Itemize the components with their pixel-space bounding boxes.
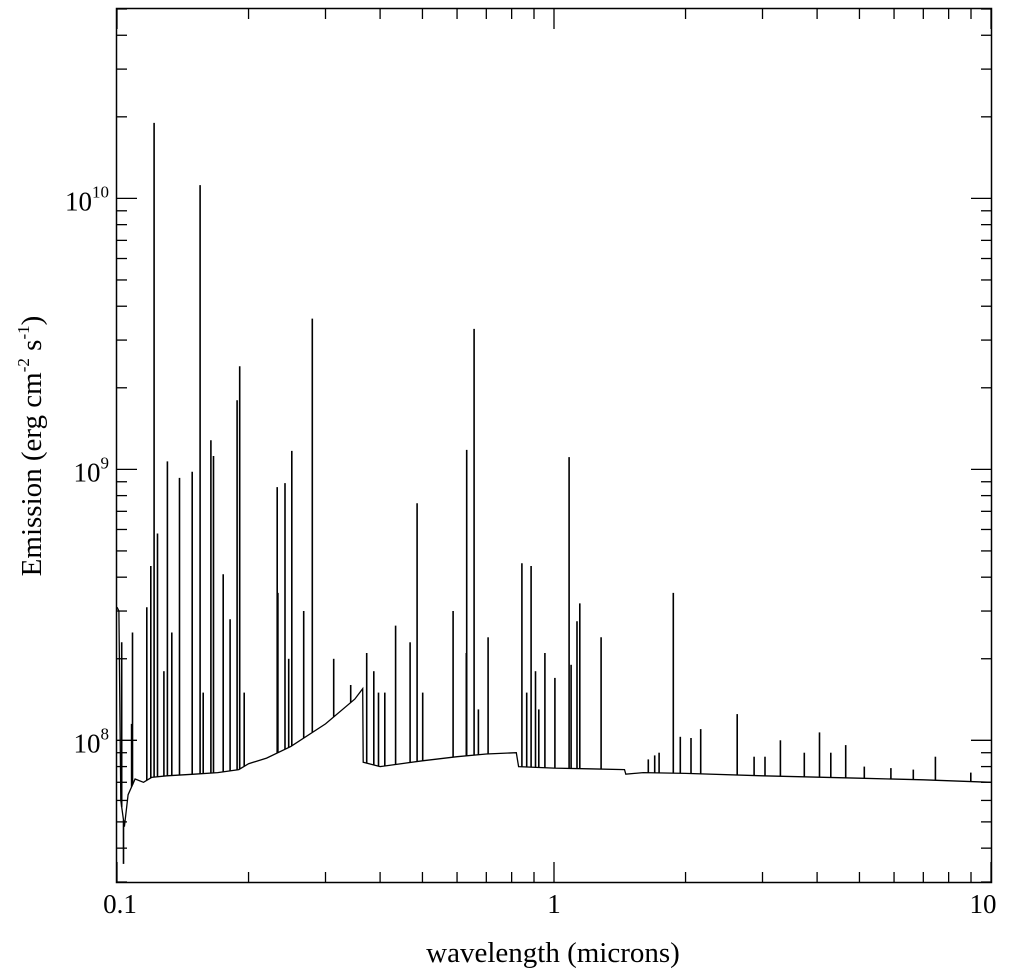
- y-tick-exponent: 10: [92, 182, 109, 201]
- x-tick-label: 10: [970, 889, 997, 919]
- y-tick-base: 10: [74, 457, 101, 487]
- y-tick-label: 109: [74, 453, 110, 487]
- y-tick-label: 1010: [65, 182, 109, 216]
- spectrum-layer: [116, 122, 992, 864]
- spectrum-continuum: [116, 606, 992, 827]
- x-axis-title: wavelength (microns): [426, 937, 680, 969]
- y-tick-base: 10: [74, 728, 101, 758]
- y-tick-exponent: 8: [101, 724, 110, 743]
- y-tick-base: 10: [65, 186, 92, 216]
- y-tick-label: 108: [74, 724, 110, 758]
- x-tick-label: 0.1: [103, 889, 137, 919]
- tick-layer: [116, 8, 992, 883]
- plot-frame: [115, 7, 993, 884]
- x-tick-label: 1: [547, 889, 561, 919]
- y-tick-exponent: 9: [101, 453, 110, 472]
- y-axis-title: Emission (erg cm-2 s-1): [14, 316, 48, 577]
